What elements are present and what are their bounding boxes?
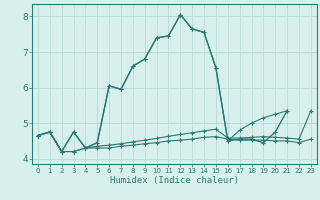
X-axis label: Humidex (Indice chaleur): Humidex (Indice chaleur)	[110, 176, 239, 185]
